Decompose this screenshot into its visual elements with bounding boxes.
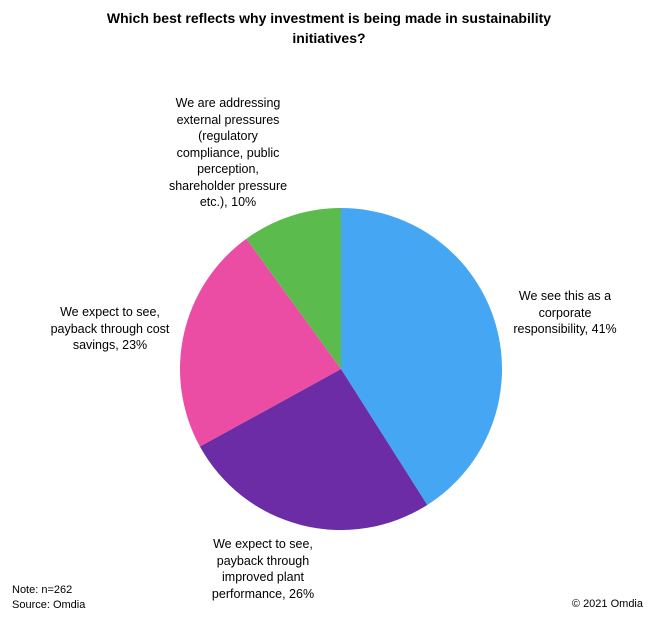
chart-title: Which best reflects why investment is be… <box>106 10 552 46</box>
footer-copyright: © 2021 Omdia <box>571 598 643 610</box>
pie-slice-3 <box>180 238 341 447</box>
pie-label-plant-performance: We expect to see, payback through improv… <box>211 537 315 601</box>
pie-label-corporate-responsibility: We see this as a corporate responsibilit… <box>513 289 617 336</box>
footer-note-source: Note: n=262 Source: Omdia <box>12 584 86 611</box>
pie-label-external-pressures: We are addressing external pressures (re… <box>168 96 288 209</box>
pie-slice-2 <box>199 369 428 530</box>
pie-slice-4 <box>246 208 341 369</box>
pie-slice-1 <box>341 208 502 505</box>
pie-chart <box>180 208 502 530</box>
pie-label-cost-savings: We expect to see, payback through cost s… <box>50 305 170 352</box>
